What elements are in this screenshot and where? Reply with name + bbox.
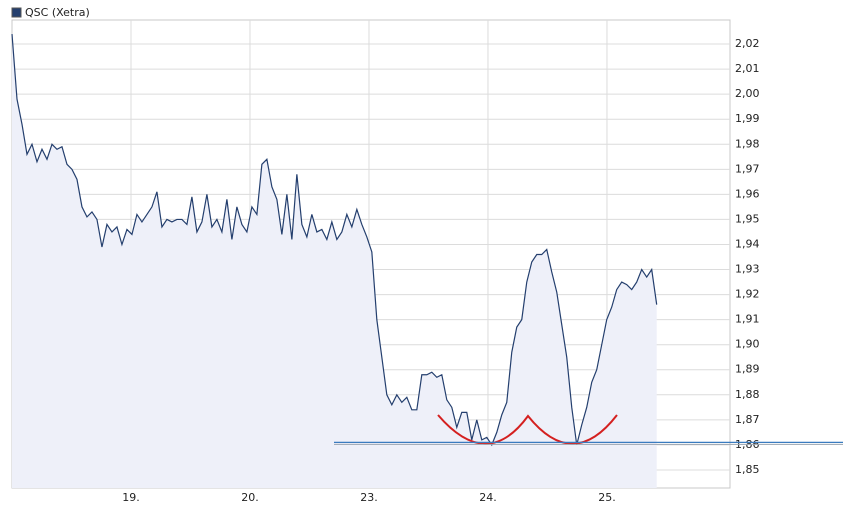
y-tick-label: 1,95 (735, 212, 760, 225)
legend-label: QSC (Xetra) (25, 6, 90, 19)
y-tick-label: 1,96 (735, 187, 760, 200)
price-line (11, 33, 658, 447)
marks (11, 33, 658, 489)
y-tick-label: 1,94 (735, 237, 760, 250)
x-tick-label: 24. (479, 491, 497, 504)
x-tick-label: 23. (360, 491, 378, 504)
x-tick-label: 25. (598, 491, 616, 504)
y-tick-label: 1,98 (735, 137, 760, 150)
legend-swatch (11, 7, 22, 18)
y-tick-label: 1,92 (735, 288, 760, 301)
y-tick-label: 1,87 (735, 413, 760, 426)
y-tick-label: 1,99 (735, 112, 760, 125)
x-tick-label: 20. (241, 491, 259, 504)
y-tick-label: 2,01 (735, 62, 760, 75)
y-tick-label: 1,90 (735, 338, 760, 351)
y-tick-label: 1,93 (735, 263, 760, 276)
pattern-annotation (437, 414, 618, 445)
y-tick-label: 2,00 (735, 87, 760, 100)
y-tick-label: 1,89 (735, 363, 760, 376)
y-tick-label: 1,91 (735, 313, 760, 326)
area (12, 34, 657, 489)
y-tick-label: 2,02 (735, 37, 760, 50)
x-tick-label: 19. (122, 491, 140, 504)
y-tick-label: 1,88 (735, 388, 760, 401)
y-tick-label: 1,97 (735, 162, 760, 175)
y-tick-label: 1,85 (735, 463, 760, 476)
